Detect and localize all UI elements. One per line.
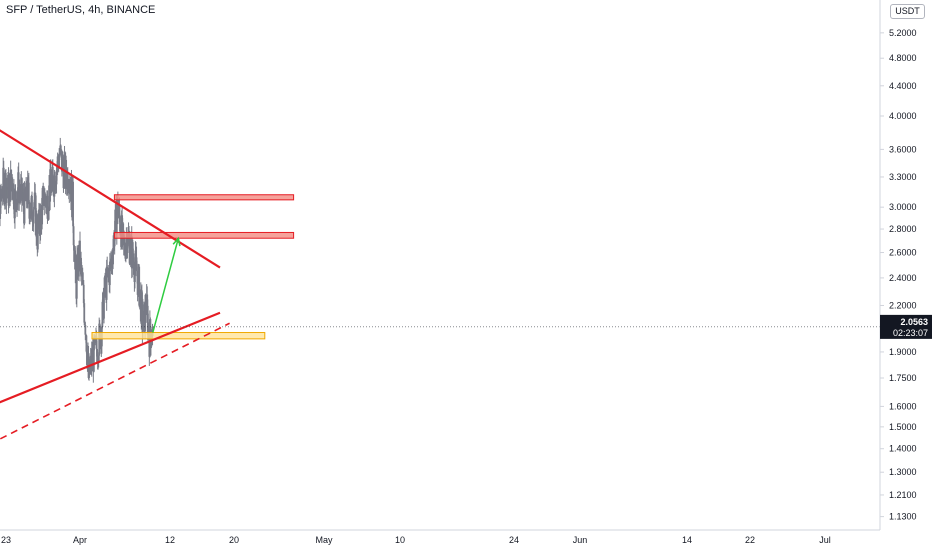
ascending-support-dashed[interactable]: [0, 323, 230, 444]
candle-body: [51, 179, 53, 192]
candle-body: [83, 303, 85, 322]
price-tick-label: 2.2000: [889, 300, 917, 310]
price-tick-label: 2.6000: [889, 248, 917, 258]
time-axis[interactable]: 23 Apr 12 20 May 10 24 Jun 14 22 Jul: [0, 530, 932, 550]
resistance-zone-lower[interactable]: [114, 232, 293, 238]
bar-countdown: 02:23:07: [893, 328, 928, 338]
candle-body: [72, 182, 74, 226]
price-tick-label: 5.2000: [889, 28, 917, 38]
time-tick-label: 22: [745, 535, 755, 545]
price-tick-label: 2.4000: [889, 273, 917, 283]
time-tick-label: 14: [682, 535, 692, 545]
currency-badge[interactable]: USDT: [890, 4, 925, 19]
price-tick-label: 1.3000: [889, 467, 917, 477]
last-price-badge: 2.0563 02:23:07: [880, 315, 932, 339]
candle-body: [103, 294, 105, 318]
price-tick-label: 4.0000: [889, 111, 917, 121]
time-tick-label: 10: [395, 535, 405, 545]
price-tick-label: 3.3000: [889, 172, 917, 182]
price-tick-label: 1.1300: [889, 512, 917, 522]
time-tick-label: 12: [165, 535, 175, 545]
support-zone[interactable]: [92, 333, 265, 339]
price-tick-label: 3.0000: [889, 202, 917, 212]
price-tick-label: 1.4000: [889, 444, 917, 454]
price-tick-label: 1.5000: [889, 422, 917, 432]
projection-arrow[interactable]: [153, 238, 179, 332]
resistance-zone-upper[interactable]: [114, 195, 293, 200]
candle-series: [0, 135, 153, 383]
price-tick-label: 1.2100: [889, 490, 917, 500]
candle-body: [28, 183, 30, 202]
price-axis[interactable]: 5.2000 4.8000 4.4000 4.0000 3.6000 3.3000 3.00…: [880, 0, 932, 530]
price-tick-label: 1.7500: [889, 373, 917, 383]
candle-body: [41, 198, 43, 224]
price-tick-label: 4.4000: [889, 81, 917, 91]
price-tick-label: 4.8000: [889, 53, 917, 63]
time-tick-label: Jul: [819, 535, 831, 545]
price-tick-label: 1.9000: [889, 347, 917, 357]
time-tick-label: Jun: [573, 535, 588, 545]
price-tick-label: 3.6000: [889, 144, 917, 154]
time-tick-label: 24: [509, 535, 519, 545]
candle-body: [122, 223, 124, 230]
candle-body: [84, 325, 86, 335]
price-tick-label: 1.6000: [889, 401, 917, 411]
time-tick-label: 23: [1, 535, 11, 545]
price-tick-label: 2.8000: [889, 224, 917, 234]
symbol-title[interactable]: SFP / TetherUS, 4h, BINANCE: [6, 4, 155, 16]
time-tick-label: May: [315, 535, 333, 545]
candle-body: [60, 150, 62, 151]
time-tick-label: 20: [229, 535, 239, 545]
last-price-value: 2.0563: [900, 317, 928, 327]
time-tick-label: Apr: [73, 535, 87, 545]
